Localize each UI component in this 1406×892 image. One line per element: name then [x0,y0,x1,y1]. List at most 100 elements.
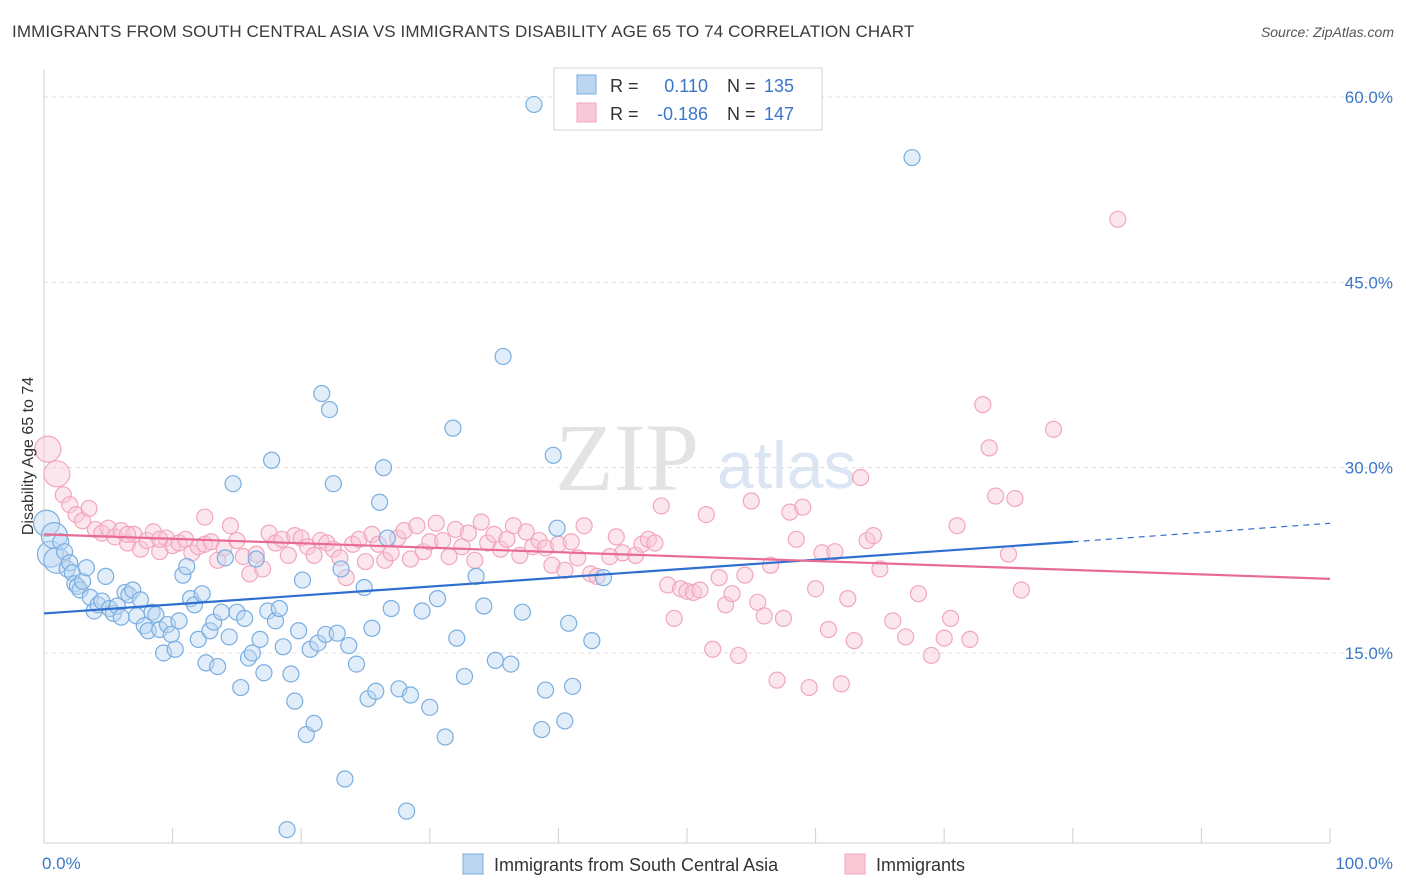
immigrants-point-102 [710,569,728,587]
immigrants-point-37 [279,546,297,564]
immigrants-point-2 [54,486,72,504]
series-south-central-asia-points [32,95,921,839]
immigrants-point-74 [517,523,535,541]
south-central-asia-point-57 [247,550,265,568]
immigrants-point-1 [43,460,71,488]
south-central-asia-point-58 [251,630,269,648]
south-central-asia-point-51 [224,475,242,493]
immigrants-point-112 [774,609,793,627]
south-central-asia-point-95 [421,698,439,716]
immigrants-point-114 [787,530,805,548]
south-central-asia-point-98 [444,419,462,437]
x-axis-ticks [43,828,1331,843]
south-central-asia-point-63 [270,599,288,618]
immigrants-point-105 [729,646,748,665]
south-central-asia-point-42 [189,630,207,648]
south-central-asia-point-49 [216,549,234,567]
immigrants-point-139 [999,545,1018,563]
immigrants-point-132 [935,629,953,647]
immigrants-point-127 [871,560,889,578]
immigrants-point-48 [350,530,368,548]
immigrants-point-57 [408,517,426,535]
south-central-asia-point-104 [494,347,512,366]
legend-swatch-pink [576,102,597,123]
south-central-asia-point-38 [174,566,192,584]
y-tick-label-1: 30.0% [1345,459,1393,478]
immigrants-point-59 [421,533,439,551]
immigrants-point-65 [459,524,477,542]
immigrants-point-145 [118,525,137,543]
y-axis-label: Disability Age 65 to 74 [20,377,37,535]
south-central-asia-point-22 [112,608,130,626]
south-central-asia-point-96 [428,590,447,608]
immigrants-point-120 [826,543,844,561]
south-central-asia-point-50 [220,628,238,646]
x-tick-label-min: 0.0% [42,854,81,873]
legend-n-value-2: 147 [764,104,794,124]
south-central-asia-point-105 [502,655,520,673]
y-tick-label-2: 45.0% [1345,273,1393,292]
south-central-asia-point-116 [594,569,613,587]
immigrants-point-142 [1044,420,1063,438]
immigrants-point-107 [742,492,760,510]
immigrants-point-30 [234,548,252,566]
south-central-asia-point-59 [255,664,273,682]
south-central-asia-point-112 [556,712,574,730]
legend-r-label-2: R = [610,104,639,124]
legend-box: R = 0.110 N = 135 R = -0.186 N = 147 [553,67,823,131]
south-central-asia-point-113 [560,614,578,632]
south-central-asia-point-92 [398,802,416,820]
south-central-asia-point-43 [193,585,211,603]
south-central-asia-point-72 [305,714,323,732]
south-central-asia-point-114 [563,677,582,695]
immigrants-point-106 [736,566,754,584]
immigrants-point-138 [987,487,1005,505]
immigrants-point-56 [401,550,420,568]
south-central-asia-point-77 [324,475,342,493]
immigrants-point-143 [1109,210,1127,228]
source-credit: Source: ZipAtlas.com [1260,24,1394,40]
legend-n-value-1: 135 [764,76,794,96]
trend-line-south-central-asia [43,540,1073,615]
bottom-legend-swatch-blue [462,853,484,875]
y-tick-label-0: 15.0% [1345,644,1393,663]
immigrants-point-31 [241,565,259,583]
immigrants-point-69 [485,525,503,543]
south-central-asia-point-103 [486,651,504,669]
immigrants-point-101 [704,640,722,658]
immigrants-point-61 [434,531,452,550]
south-central-asia-point-111 [548,519,566,537]
watermark-zip: ZIP [555,404,699,511]
immigrants-point-93 [652,497,670,515]
south-central-asia-point-115 [583,632,601,650]
legend-n-label-1: N = [727,76,756,96]
immigrants-point-131 [922,646,940,665]
immigrants-point-115 [794,498,812,516]
south-central-asia-point-13 [77,559,96,577]
x-tick-label-max: 100.0% [1335,854,1393,873]
bottom-legend: Immigrants from South Central Asia Immig… [462,853,965,875]
trend-line-immigrants [43,533,1331,580]
south-central-asia-point-37 [170,612,188,630]
south-central-asia-point-36 [166,640,184,658]
immigrants-point-122 [839,590,857,608]
immigrants-point-126 [864,527,883,545]
south-central-asia-point-82 [347,655,366,673]
immigrants-point-81 [562,533,580,551]
immigrants-point-111 [768,671,786,689]
legend-r-value-1: 0.110 [664,76,708,96]
immigrants-point-32 [247,545,265,563]
immigrants-point-15 [138,531,156,550]
immigrants-point-99 [691,581,709,599]
south-central-asia-point-69 [293,571,312,589]
immigrants-point-128 [884,612,902,630]
south-central-asia-point-5 [55,543,74,561]
south-central-asia-point-27 [131,591,150,609]
south-central-asia-point-97 [436,728,454,746]
south-central-asia-point-39 [178,557,196,576]
immigrants-point-3 [61,496,79,514]
immigrants-point-46 [337,569,355,587]
immigrants-point-95 [665,609,683,627]
immigrants-point-55 [395,522,413,540]
immigrants-point-141 [1012,581,1030,599]
